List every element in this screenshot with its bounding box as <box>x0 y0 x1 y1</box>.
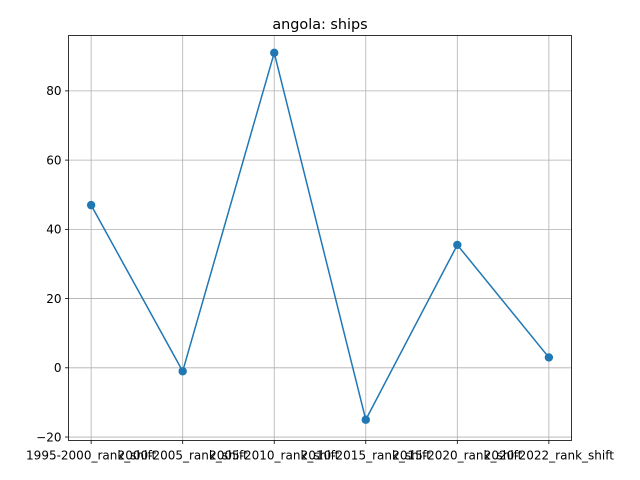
grid <box>68 35 572 441</box>
data-point <box>361 415 370 424</box>
x-tick-label: 1995-2000_rank_shift <box>26 449 156 463</box>
series-line <box>90 52 550 421</box>
x-axis: 1995-2000_rank_shift2000-2005_rank_shift… <box>26 440 614 463</box>
y-tick-label: 20 <box>46 292 61 306</box>
y-axis: −20 0 20 40 60 80 <box>36 84 69 444</box>
y-tick-label: 60 <box>46 153 61 167</box>
y-tick-label: 0 <box>54 361 62 375</box>
data-point <box>86 200 96 210</box>
x-tick-label: 2020-2022_rank_shift <box>484 449 614 463</box>
chart-title: angola: ships <box>272 17 367 33</box>
data-point <box>544 353 554 362</box>
y-tick-label: −20 <box>36 430 61 444</box>
y-tick-label: 80 <box>46 84 61 98</box>
x-tick-label: 2015-2020_rank_shift <box>392 449 522 463</box>
x-tick-label: 2000-2005_rank_shift <box>118 449 248 463</box>
y-tick-label: 40 <box>46 223 61 237</box>
x-tick-label: 2005-2010_rank_shift <box>209 449 339 463</box>
data-point <box>453 240 462 250</box>
data-point <box>178 367 187 376</box>
plot-frame <box>68 35 572 441</box>
x-tick-label: 2010-2015_rank_shift <box>301 449 431 463</box>
series-layer <box>86 48 554 424</box>
data-point <box>270 48 279 58</box>
